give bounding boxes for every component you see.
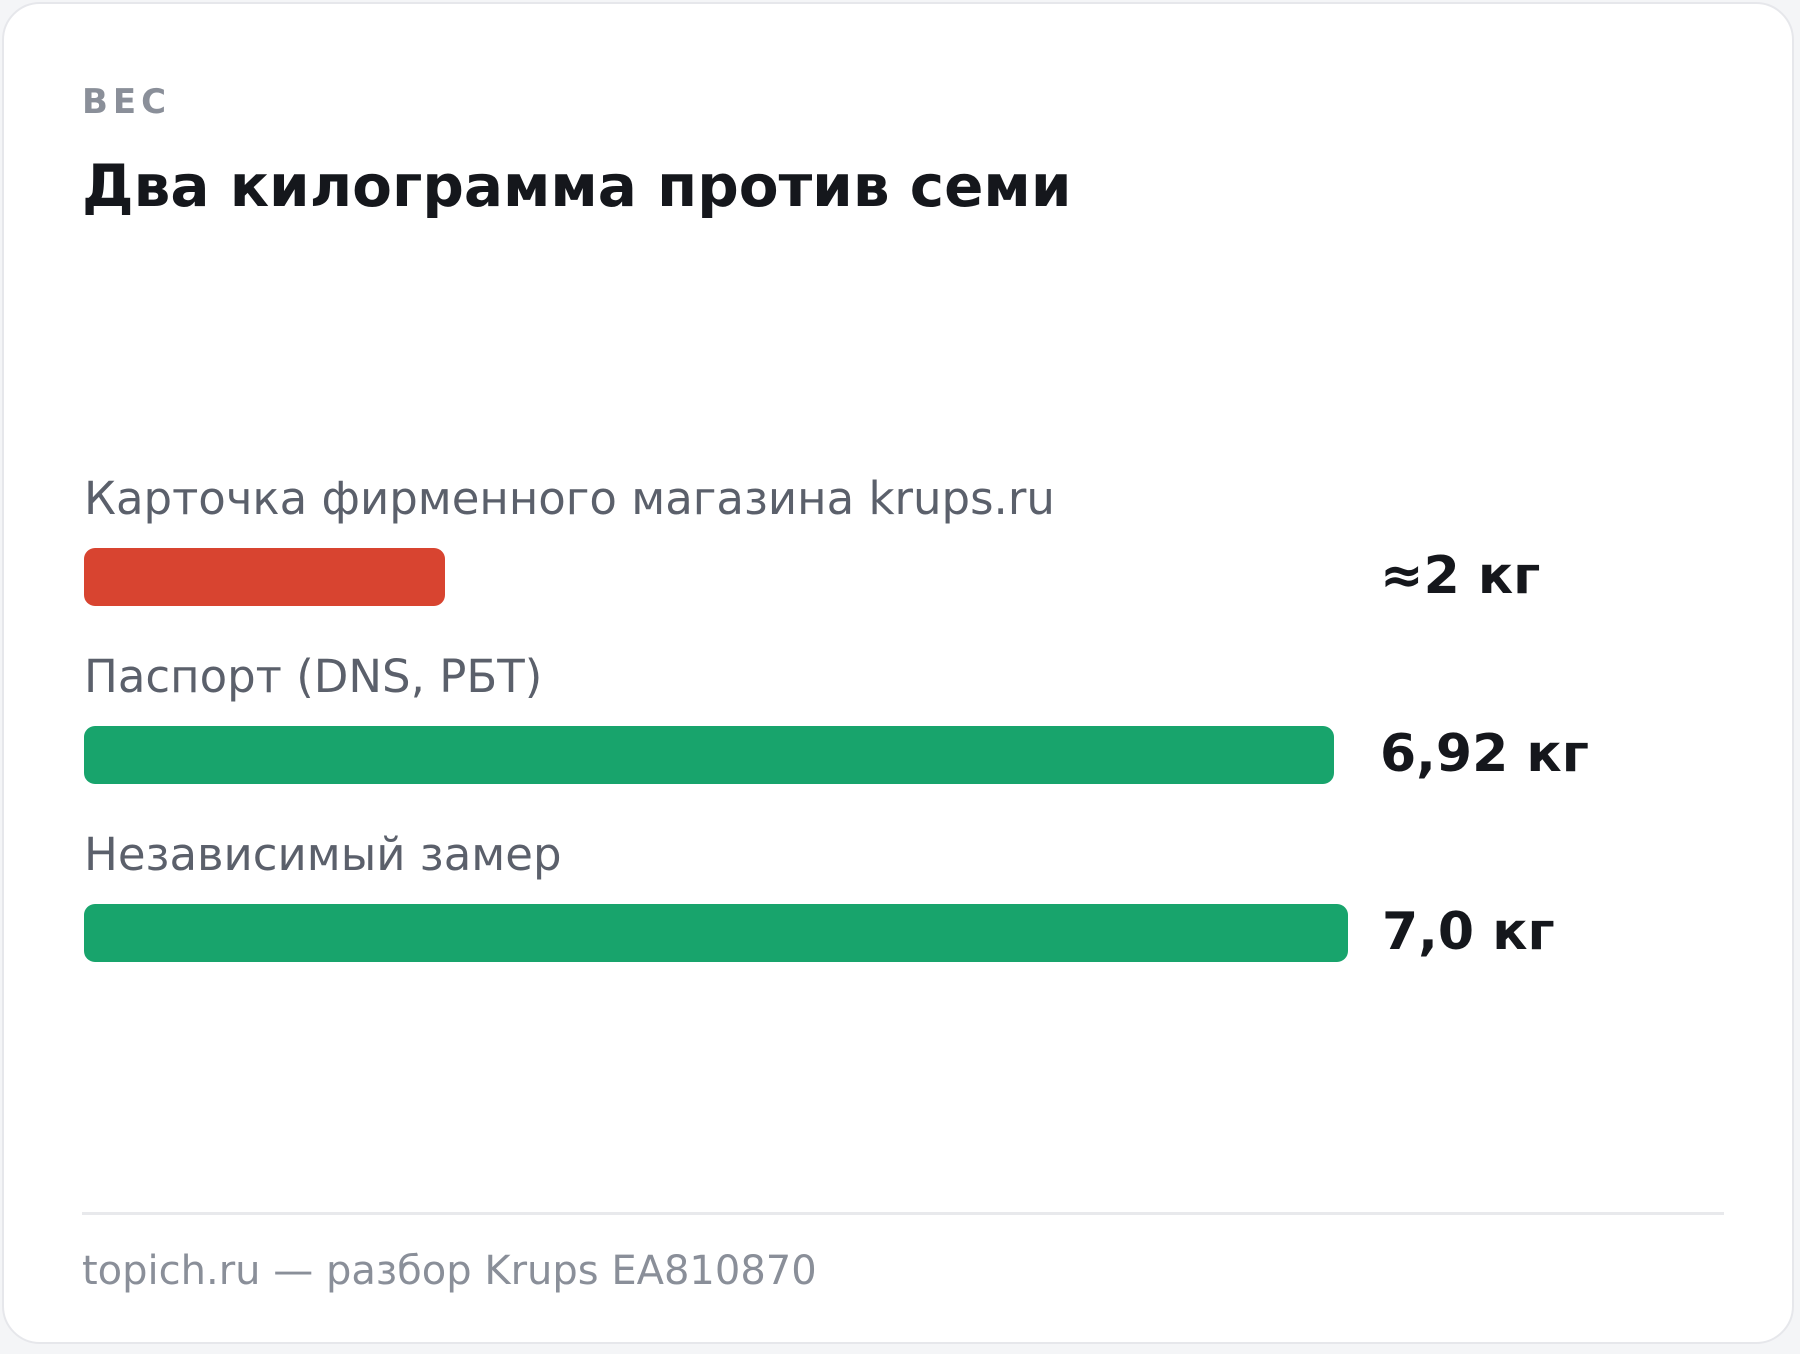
bar: [84, 726, 1334, 784]
eyebrow-label: ВЕС: [82, 82, 172, 122]
bar: [84, 904, 1348, 962]
footer-divider: [82, 1212, 1724, 1215]
bar-category-label: Независимый замер: [84, 828, 562, 881]
bar-value-label: ≈2 кг: [1380, 546, 1541, 606]
bar-category-label: Карточка фирменного магазина krups.ru: [84, 472, 1055, 525]
chart-title: Два килограмма против семи: [82, 152, 1072, 220]
bar: [84, 548, 445, 606]
bar-chart: Карточка фирменного магазина krups.ru ≈2 …: [4, 4, 1800, 1354]
bar-value-label: 7,0 кг: [1382, 902, 1555, 962]
bar-value-label: 6,92 кг: [1380, 724, 1589, 784]
bar-category-label: Паспорт (DNS, РБТ): [84, 650, 543, 703]
source-footer: topich.ru — разбор Krups EA810870: [82, 1248, 817, 1294]
